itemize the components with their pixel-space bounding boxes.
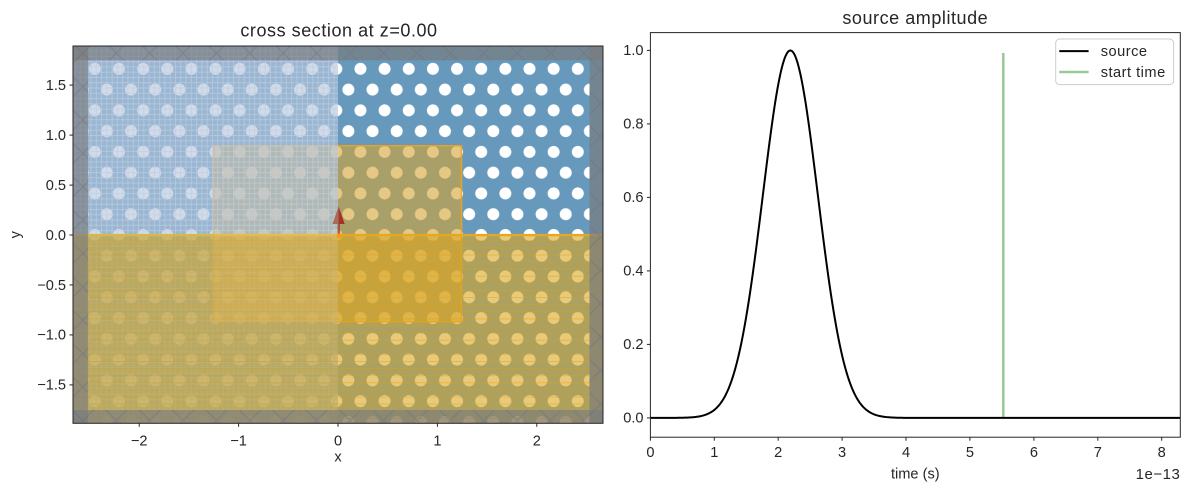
svg-text:0.0: 0.0 xyxy=(46,228,66,244)
svg-text:1.5: 1.5 xyxy=(46,78,66,94)
svg-text:−1.0: −1.0 xyxy=(37,328,66,344)
svg-text:2: 2 xyxy=(774,445,782,461)
svg-text:2: 2 xyxy=(533,434,541,450)
svg-text:0.6: 0.6 xyxy=(623,190,643,206)
svg-text:−1: −1 xyxy=(230,434,247,450)
svg-text:time (s): time (s) xyxy=(891,467,940,483)
svg-text:4: 4 xyxy=(902,445,910,461)
svg-text:5: 5 xyxy=(966,445,974,461)
svg-text:1.0: 1.0 xyxy=(46,128,66,144)
svg-text:8: 8 xyxy=(1158,445,1166,461)
svg-text:0: 0 xyxy=(646,445,654,461)
svg-text:source: source xyxy=(1101,44,1148,60)
svg-text:1.0: 1.0 xyxy=(623,43,643,59)
svg-text:1e−13: 1e−13 xyxy=(1136,466,1181,483)
svg-text:1: 1 xyxy=(710,445,718,461)
svg-text:0.8: 0.8 xyxy=(623,117,643,133)
svg-text:1: 1 xyxy=(433,434,441,450)
svg-text:7: 7 xyxy=(1094,445,1102,461)
svg-text:6: 6 xyxy=(1030,445,1038,461)
svg-text:0.5: 0.5 xyxy=(46,178,66,194)
svg-text:0: 0 xyxy=(334,434,342,450)
svg-text:cross section at z=0.00: cross section at z=0.00 xyxy=(240,20,437,40)
svg-text:0.2: 0.2 xyxy=(623,337,643,353)
svg-text:−1.5: −1.5 xyxy=(37,378,66,394)
svg-text:start time: start time xyxy=(1101,65,1166,81)
svg-text:x: x xyxy=(334,450,342,466)
svg-text:y: y xyxy=(8,230,24,238)
svg-text:−0.5: −0.5 xyxy=(37,278,66,294)
svg-text:3: 3 xyxy=(838,445,846,461)
svg-text:0.4: 0.4 xyxy=(623,264,643,280)
svg-text:0.0: 0.0 xyxy=(623,411,643,427)
svg-text:−2: −2 xyxy=(131,434,148,450)
svg-text:source amplitude: source amplitude xyxy=(842,8,988,28)
